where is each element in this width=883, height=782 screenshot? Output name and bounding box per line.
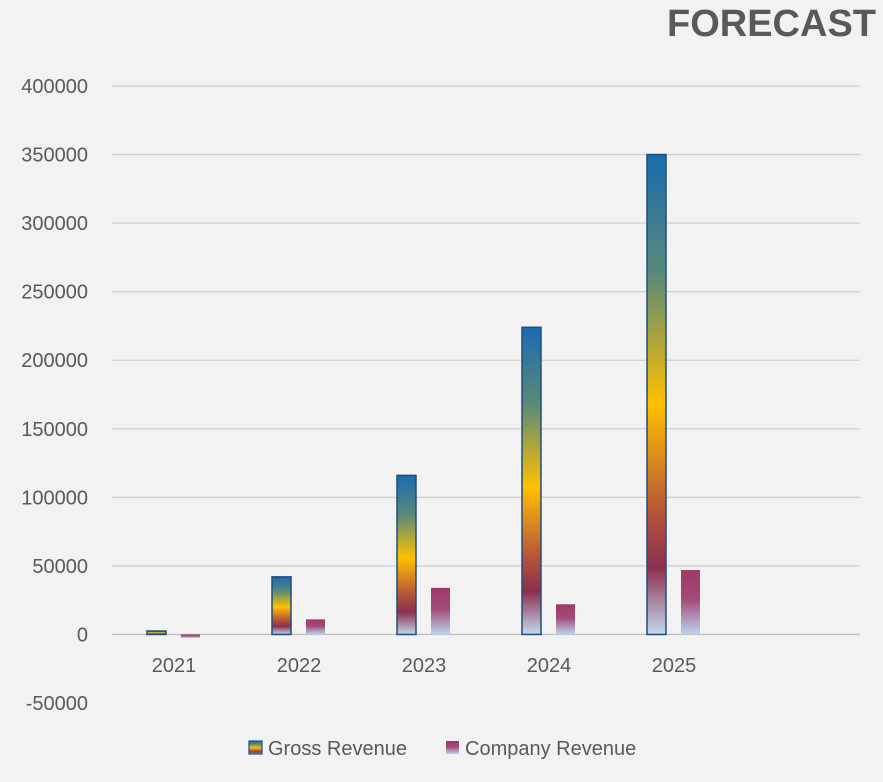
x-tick-label: 2023 [402, 655, 447, 677]
y-axis-ticks: 400000 350000 300000 250000 200000 150000 1000… [21, 76, 88, 715]
y-tick-label: 350000 [21, 145, 88, 167]
y-tick-label: 150000 [21, 419, 88, 441]
legend-swatch-company-revenue [446, 741, 459, 754]
x-tick-label: 2021 [152, 655, 197, 677]
legend-swatch-gross-revenue [248, 740, 263, 755]
bar-company-revenue-2021 [181, 634, 200, 638]
bar-company-revenue-2022 [306, 619, 325, 635]
y-tick-label: 300000 [21, 213, 88, 235]
bar-gross-revenue-2024 [521, 326, 542, 636]
x-tick-label: 2025 [652, 655, 697, 677]
gridlines [112, 85, 860, 636]
bar-gross-revenue-2022 [271, 576, 292, 636]
legend: Gross Revenue Company Revenue [248, 738, 636, 760]
y-tick-label: 400000 [21, 76, 88, 98]
x-axis-ticks: 2021 2022 2023 2024 2025 [152, 655, 697, 677]
y-tick-label: 0 [77, 624, 88, 646]
chart-title: FORECAST [667, 3, 876, 45]
y-tick-label: -50000 [26, 693, 88, 715]
bar-gross-revenue-2025 [646, 153, 667, 636]
y-tick-label: 100000 [21, 487, 88, 509]
x-tick-label: 2022 [277, 655, 322, 677]
y-tick-label: 50000 [32, 556, 88, 578]
bar-company-revenue-2023 [431, 587, 450, 635]
legend-label: Company Revenue [465, 738, 636, 760]
bar-gross-revenue-2021 [146, 630, 167, 636]
y-tick-label: 250000 [21, 282, 88, 304]
legend-label: Gross Revenue [268, 738, 407, 760]
y-tick-label: 200000 [21, 350, 88, 372]
bar-company-revenue-2024 [556, 604, 575, 635]
bar-gross-revenue-2023 [396, 474, 417, 636]
x-tick-label: 2024 [527, 655, 572, 677]
bars [146, 153, 700, 638]
bar-company-revenue-2025 [681, 570, 700, 635]
